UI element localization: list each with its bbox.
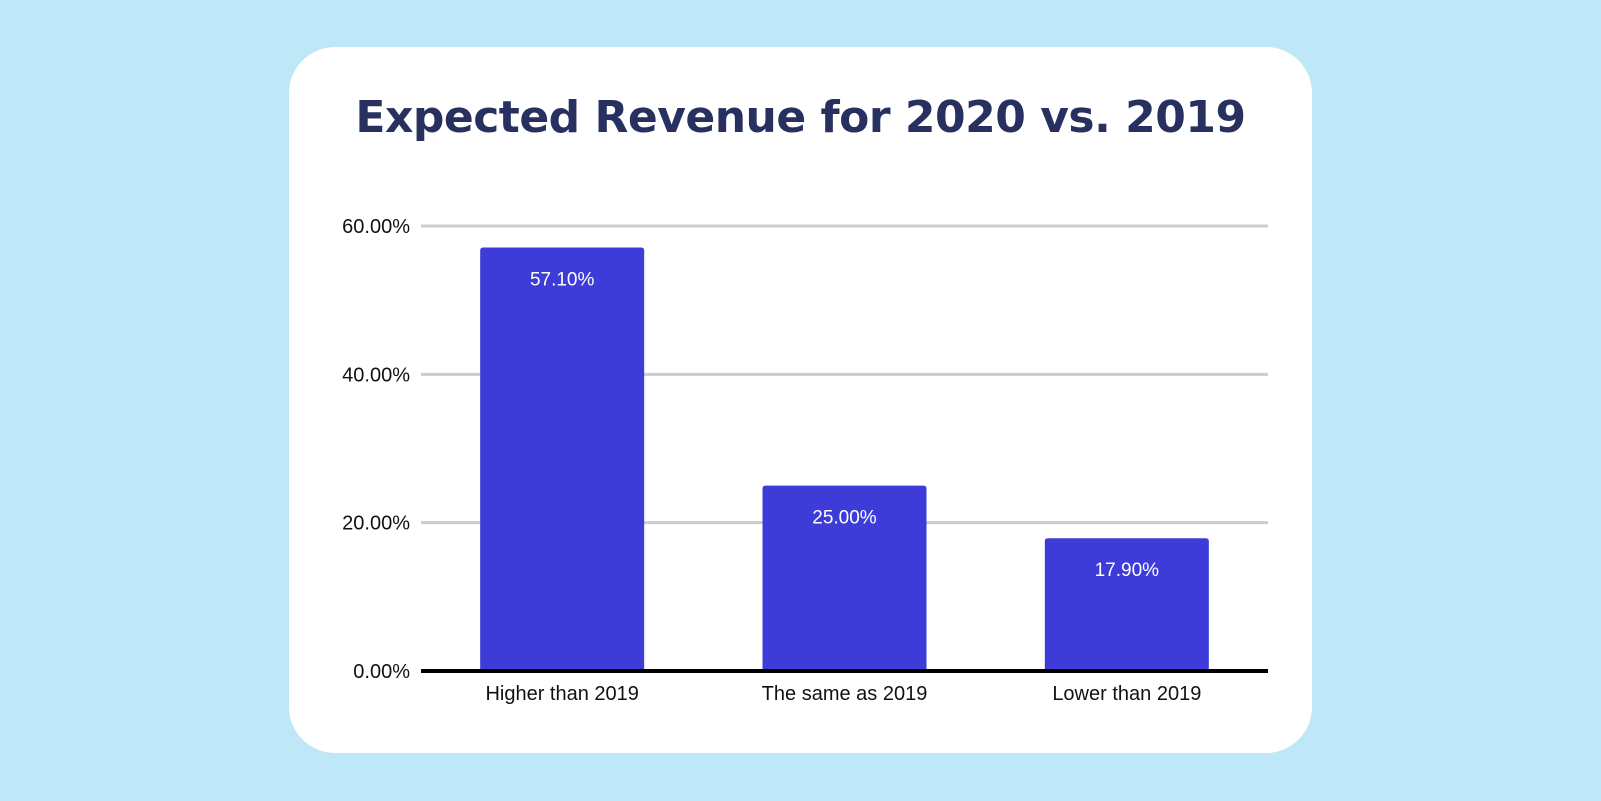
bar bbox=[1044, 538, 1209, 671]
y-tick-label: 40.00% bbox=[342, 364, 410, 386]
bar bbox=[480, 247, 645, 671]
data-label: 17.90% bbox=[1095, 560, 1160, 581]
x-tick-label: The same as 2019 bbox=[762, 683, 928, 705]
chart-title: Expected Revenue for 2020 vs. 2019 bbox=[355, 92, 1246, 143]
bar bbox=[762, 485, 927, 671]
x-tick-label: Higher than 2019 bbox=[485, 683, 638, 705]
labels: 0.00% 20.00% 40.00% 60.00% 57.10% Higher than… bbox=[342, 216, 1201, 705]
bars bbox=[480, 247, 1209, 671]
x-tick-label: Lower than 2019 bbox=[1052, 683, 1201, 705]
data-label: 25.00% bbox=[812, 508, 877, 529]
y-tick-label: 0.00% bbox=[353, 661, 410, 683]
y-tick-label: 60.00% bbox=[342, 216, 410, 238]
data-label: 57.10% bbox=[530, 270, 595, 291]
y-tick-label: 20.00% bbox=[342, 513, 410, 535]
